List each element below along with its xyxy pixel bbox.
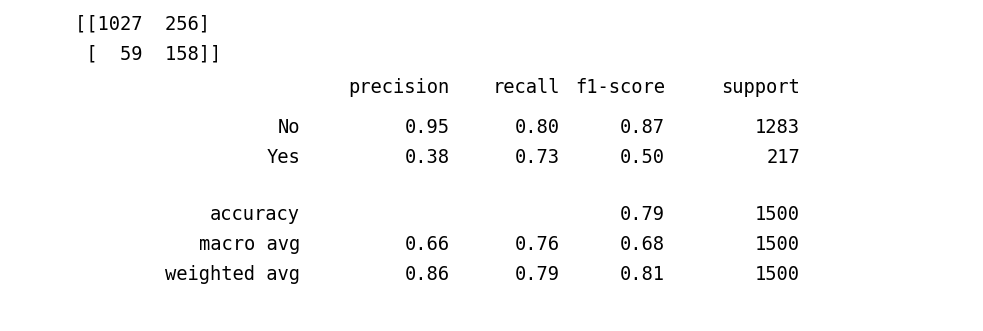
Text: 0.87: 0.87 <box>620 118 665 137</box>
Text: 0.38: 0.38 <box>405 148 450 167</box>
Text: No: No <box>277 118 300 137</box>
Text: 0.79: 0.79 <box>515 265 560 284</box>
Text: [[1027  256]: [[1027 256] <box>75 15 210 34</box>
Text: macro avg: macro avg <box>199 235 300 254</box>
Text: support: support <box>722 78 800 97</box>
Text: 0.66: 0.66 <box>405 235 450 254</box>
Text: 1500: 1500 <box>755 205 800 224</box>
Text: 217: 217 <box>767 148 800 167</box>
Text: weighted avg: weighted avg <box>165 265 300 284</box>
Text: 1500: 1500 <box>755 235 800 254</box>
Text: 0.81: 0.81 <box>620 265 665 284</box>
Text: 0.76: 0.76 <box>515 235 560 254</box>
Text: precision: precision <box>349 78 450 97</box>
Text: 0.73: 0.73 <box>515 148 560 167</box>
Text: 1283: 1283 <box>755 118 800 137</box>
Text: 0.79: 0.79 <box>620 205 665 224</box>
Text: accuracy: accuracy <box>210 205 300 224</box>
Text: recall: recall <box>492 78 560 97</box>
Text: 0.80: 0.80 <box>515 118 560 137</box>
Text: 0.50: 0.50 <box>620 148 665 167</box>
Text: 0.95: 0.95 <box>405 118 450 137</box>
Text: 1500: 1500 <box>755 265 800 284</box>
Text: f1-score: f1-score <box>575 78 665 97</box>
Text: 0.86: 0.86 <box>405 265 450 284</box>
Text: Yes: Yes <box>266 148 300 167</box>
Text: 0.68: 0.68 <box>620 235 665 254</box>
Text: [  59  158]]: [ 59 158]] <box>75 44 221 63</box>
